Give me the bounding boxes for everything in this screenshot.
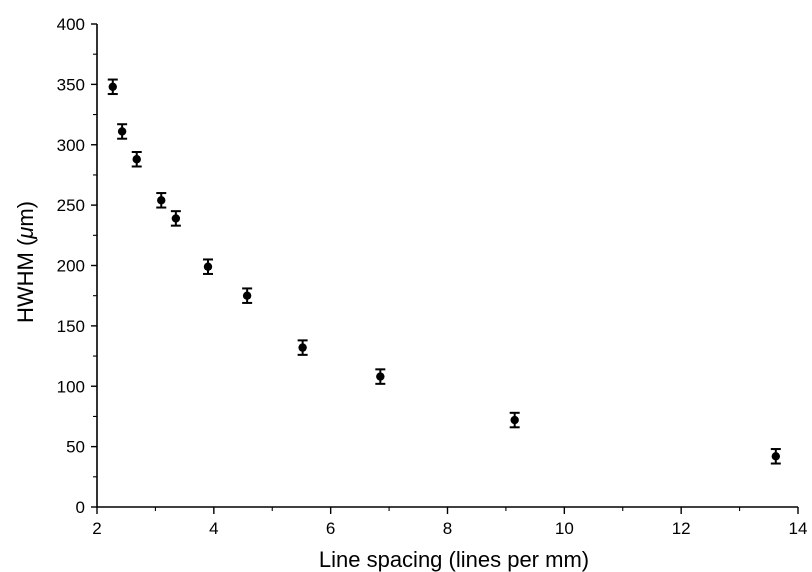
point-marker-3 <box>157 196 166 205</box>
data-point-8 <box>375 368 386 385</box>
data-point-4 <box>170 210 181 227</box>
point-marker-4 <box>171 214 181 223</box>
data-point-1 <box>117 123 128 140</box>
point-marker-7 <box>298 343 307 352</box>
y-axis-title-suffix: m) <box>13 201 38 227</box>
point-marker-2 <box>132 155 141 164</box>
data-point-10 <box>770 448 781 465</box>
point-marker-6 <box>242 291 252 300</box>
y-axis-title: HWHM (μm) <box>13 201 38 323</box>
data-point-0 <box>107 78 118 96</box>
x-ticks: 2 4 6 8 10 12 14 <box>92 507 807 538</box>
x-tick-label-14: 14 <box>789 519 808 538</box>
x-tick-label-2: 2 <box>92 519 101 538</box>
y-axis-title-prefix: HWHM ( <box>13 238 38 323</box>
point-marker-1 <box>117 127 127 136</box>
point-marker-5 <box>203 262 213 271</box>
x-tick-label-12: 12 <box>672 519 691 538</box>
y-ticks: 0 50 100 150 200 250 300 350 400 <box>57 15 97 517</box>
point-marker-0 <box>108 82 117 91</box>
x-tick-label-4: 4 <box>209 519 218 538</box>
data-point-3 <box>156 192 167 209</box>
y-tick-label-200: 200 <box>57 257 85 276</box>
x-axis-title: Line spacing (lines per mm) <box>319 547 589 572</box>
x-tick-label-8: 8 <box>443 519 452 538</box>
y-tick-label-400: 400 <box>57 15 85 34</box>
y-tick-label-350: 350 <box>57 75 85 94</box>
y-tick-label-50: 50 <box>66 438 85 457</box>
data-point-2 <box>131 150 142 168</box>
point-marker-9 <box>510 415 519 425</box>
data-point-9 <box>509 411 520 429</box>
x-tick-label-6: 6 <box>326 519 335 538</box>
point-marker-8 <box>376 372 385 381</box>
data-point-5 <box>202 258 213 275</box>
axes <box>96 24 798 508</box>
y-tick-label-300: 300 <box>57 136 85 155</box>
y-tick-label-250: 250 <box>57 196 85 215</box>
x-tick-label-10: 10 <box>555 519 574 538</box>
point-marker-10 <box>771 452 781 461</box>
data-points <box>107 78 781 465</box>
data-point-6 <box>242 287 253 304</box>
y-tick-label-150: 150 <box>57 317 85 336</box>
y-axis-title-mu: μ <box>13 227 38 240</box>
y-tick-label-0: 0 <box>76 498 85 517</box>
y-tick-label-100: 100 <box>57 377 85 396</box>
data-point-7 <box>297 339 308 356</box>
